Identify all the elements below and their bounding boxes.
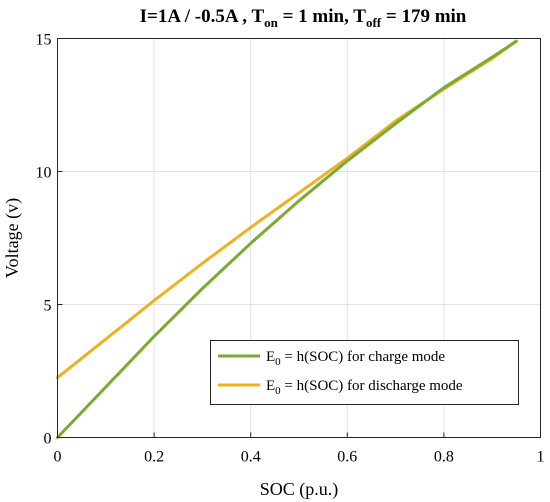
- x-tick-label: 0.4: [241, 449, 261, 466]
- x-tick-label: 0.2: [144, 449, 164, 466]
- x-tick-label: 0: [54, 449, 62, 466]
- legend-label-charge: E0 = h(SOC) for charge mode: [266, 349, 445, 368]
- x-axis-label: SOC (p.u.): [260, 479, 339, 500]
- series-layer: [56, 39, 518, 439]
- y-tick-label: 0: [44, 431, 52, 448]
- series-line-charge: [56, 39, 518, 439]
- y-tick-label: 15: [36, 32, 52, 49]
- series-line-discharge: [56, 39, 518, 380]
- legend-label-discharge: E0 = h(SOC) for discharge mode: [266, 378, 463, 397]
- y-axis-label: Voltage (v): [2, 198, 23, 278]
- x-tick-label: 0.6: [337, 449, 357, 466]
- x-tick-label: 1: [537, 449, 545, 466]
- grid: [57, 38, 541, 438]
- chart-title: I=1A / -0.5A , Ton = 1 min, Toff = 179 m…: [140, 6, 467, 30]
- y-tick-label: 5: [44, 298, 52, 315]
- x-tick-label: 0.8: [434, 449, 454, 466]
- plot-frame: [57, 38, 541, 438]
- legend-box: [210, 340, 519, 405]
- y-tick-label: 10: [36, 165, 52, 182]
- legend: E0 = h(SOC) for charge mode E0 = h(SOC) …: [210, 340, 519, 405]
